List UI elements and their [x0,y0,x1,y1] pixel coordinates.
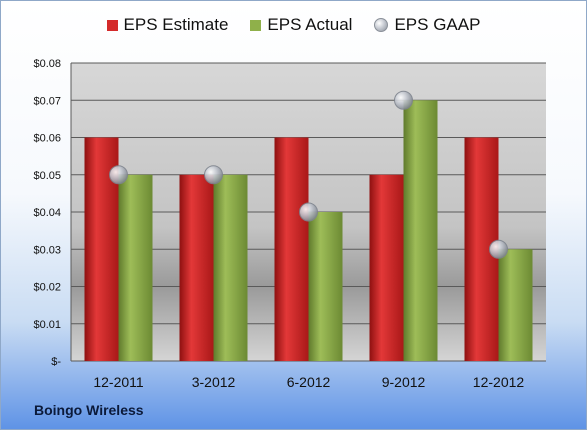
legend-swatch-estimate [106,19,118,31]
bar-eps-estimate [274,137,309,361]
y-tick-label: $0.06 [33,133,61,145]
y-tick-label: $0.03 [33,244,61,256]
bar-eps-estimate [179,174,214,361]
legend-item-gaap: EPS GAAP [374,15,480,35]
point-eps-gaap [394,90,413,110]
y-tick-label: $0.04 [33,207,61,219]
point-eps-gaap [489,239,508,259]
point-eps-gaap [109,165,128,185]
bar-eps-actual [308,212,343,361]
bar-eps-actual [213,174,248,361]
legend-label-estimate: EPS Estimate [123,15,229,34]
legend-item-estimate: EPS Estimate [106,15,229,35]
x-category-label: 12-2012 [473,374,525,390]
y-tick-label: $0.02 [33,282,61,294]
x-category-label: 6-2012 [287,374,331,390]
y-tick-label: $- [51,356,61,368]
legend-item-actual: EPS Actual [250,15,352,35]
y-tick-label: $0.07 [33,95,61,107]
y-tick-label: $0.05 [33,170,61,182]
bar-eps-actual [118,174,153,361]
x-category-label: 12-2011 [93,374,144,390]
legend-swatch-actual [250,19,262,31]
y-tick-label: $0.08 [33,58,61,70]
x-category-label: 9-2012 [382,374,426,390]
x-category-label: 3-2012 [192,374,236,390]
bar-eps-estimate [369,174,404,361]
bar-eps-actual [498,249,533,361]
company-name: Boingo Wireless [34,402,144,418]
bar-eps-actual [403,100,438,361]
point-eps-gaap [299,202,318,222]
legend-label-actual: EPS Actual [267,15,353,34]
y-tick-label: $0.01 [33,319,61,331]
legend-label-gaap: EPS GAAP [394,15,481,34]
legend: EPS Estimate EPS Actual EPS GAAP [1,15,586,35]
legend-swatch-gaap [374,18,389,32]
point-eps-gaap [204,165,223,185]
